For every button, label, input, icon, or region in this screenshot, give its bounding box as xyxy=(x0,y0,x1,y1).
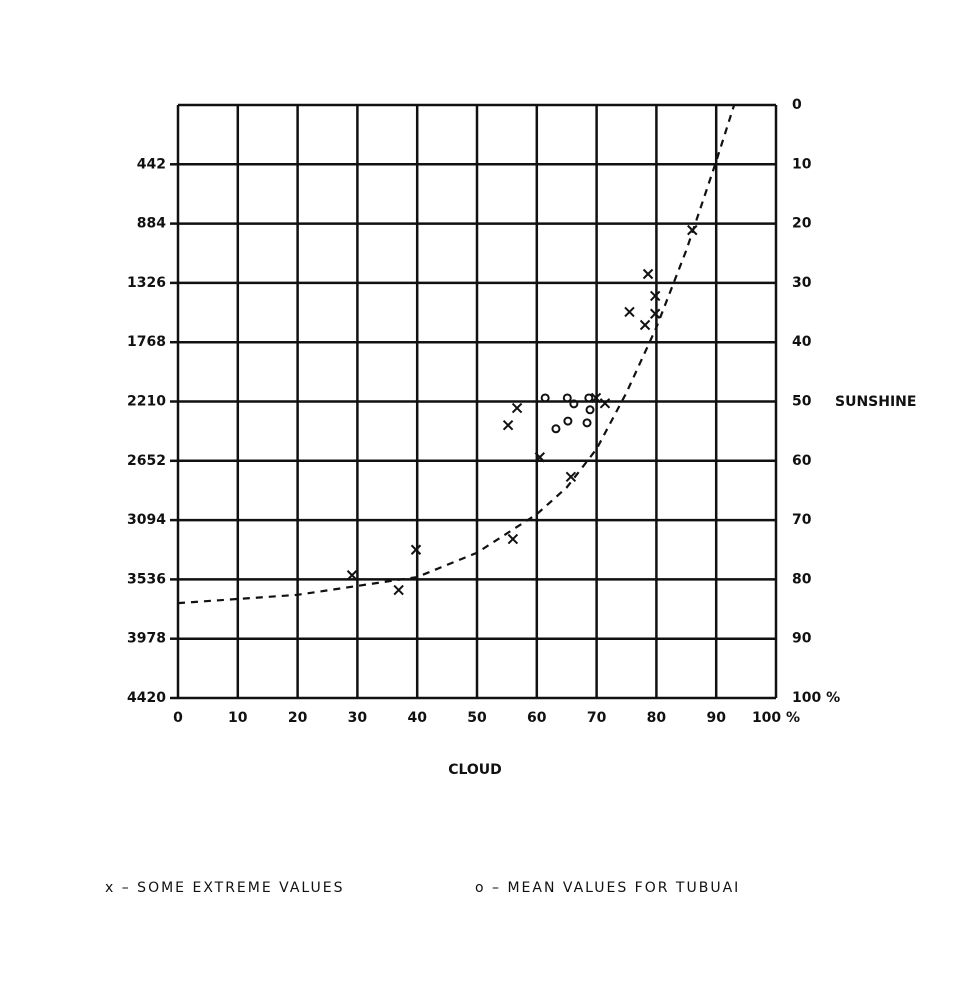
x-tick-label: 10 xyxy=(228,710,248,726)
point-o xyxy=(551,424,561,434)
point-x xyxy=(649,308,661,319)
y-tick-label: 100 % xyxy=(792,690,840,706)
y-tick-label: 90 xyxy=(792,631,812,647)
point-x xyxy=(565,471,577,483)
point-o xyxy=(585,405,595,415)
y2-tick-label: 3094 xyxy=(127,512,166,528)
legend-label: x – SOME EXTREME VALUES xyxy=(105,880,345,896)
point-x xyxy=(649,290,661,302)
y2-tick-label: 442 xyxy=(137,156,166,172)
y-tick-label: 0 xyxy=(792,97,802,113)
y-tick-label: 60 xyxy=(792,453,812,469)
x-tick-label: 80 xyxy=(647,710,667,726)
y2-tick-label: 1326 xyxy=(127,275,166,291)
point-x xyxy=(507,533,519,545)
y2-tick-label: 1768 xyxy=(127,334,166,350)
x-tick-label: 30 xyxy=(348,710,368,726)
y-axis-label: SUNSHINE xyxy=(835,394,916,410)
point-x xyxy=(642,268,654,280)
y-tick-label: 10 xyxy=(792,156,812,172)
y2-tick-label: 884 xyxy=(137,216,166,232)
x-tick-label: 20 xyxy=(288,710,308,726)
y-tick-label: 40 xyxy=(792,334,812,350)
point-o xyxy=(584,393,594,403)
y2-tick-label: 2210 xyxy=(127,394,166,410)
y-tick-label: 30 xyxy=(792,275,812,291)
y2-tick-label: 3978 xyxy=(127,631,166,647)
y-tick-label: 70 xyxy=(792,512,812,528)
point-o xyxy=(563,416,573,426)
point-x xyxy=(590,392,602,404)
x-tick-label: 90 xyxy=(706,710,726,726)
point-o xyxy=(540,393,550,403)
x-tick-label: 40 xyxy=(407,710,427,726)
point-x xyxy=(639,319,651,331)
legend-label: o – MEAN VALUES FOR TUBUAI xyxy=(475,880,740,896)
y-tick-label: 20 xyxy=(792,216,812,232)
point-x xyxy=(410,544,422,555)
fit-curve xyxy=(177,104,736,605)
point-x xyxy=(346,570,358,581)
point-o xyxy=(562,393,572,403)
point-x xyxy=(393,584,404,596)
x-tick-label: 0 xyxy=(173,710,183,726)
x-tick-label: 100 % xyxy=(752,710,800,726)
x-axis-label: CLOUD xyxy=(448,762,502,778)
point-x xyxy=(511,402,523,414)
x-tick-label: 70 xyxy=(587,710,607,726)
y-tick-label: 50 xyxy=(792,394,812,410)
point-x xyxy=(624,306,635,318)
point-x xyxy=(502,420,514,431)
point-o xyxy=(569,399,579,409)
x-tick-label: 60 xyxy=(527,710,547,726)
y2-tick-label: 4420 xyxy=(127,690,166,706)
x-tick-label: 50 xyxy=(467,710,487,726)
point-x xyxy=(534,452,545,463)
y-tick-label: 80 xyxy=(792,571,812,587)
y2-tick-label: 3536 xyxy=(127,571,166,587)
y2-tick-label: 2652 xyxy=(127,453,166,469)
point-x xyxy=(687,224,698,236)
point-o xyxy=(582,418,592,428)
point-x xyxy=(599,398,611,409)
